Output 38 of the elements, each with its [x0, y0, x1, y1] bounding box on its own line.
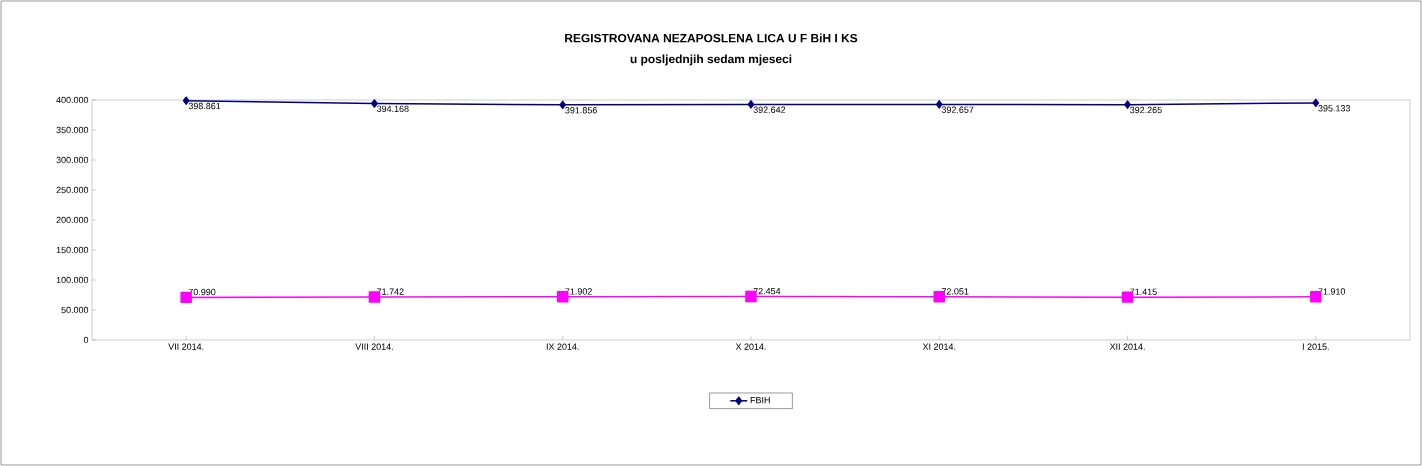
x-tick-label: XI 2014.	[922, 343, 956, 350]
chart-title: REGISTROVANA NEZAPOSLENA LICA U F BiH I KS	[565, 33, 858, 43]
point	[747, 100, 755, 109]
data-label: 392.265	[1130, 106, 1162, 114]
data-label: 72.051	[941, 288, 969, 295]
x-tick-label: I 2015.	[1302, 343, 1329, 350]
data-label: 71.415	[1130, 288, 1157, 295]
y-tick-label: 350.000	[56, 126, 89, 134]
point	[182, 96, 190, 105]
data-label: 398.861	[188, 102, 221, 110]
y-tick-label: 250.000	[56, 186, 89, 194]
x-tick-label: VII 2014.	[168, 343, 204, 350]
data-label: 395.133	[1318, 105, 1350, 112]
data-label: 392.642	[753, 106, 786, 113]
y-tick-label: 0	[83, 336, 89, 344]
y-tick-label: 150.000	[56, 246, 89, 254]
legend-label: FBIH	[750, 396, 770, 404]
y-tick-label: 100.000	[56, 276, 89, 284]
point	[1312, 98, 1320, 108]
y-tick-label: 200.000	[56, 216, 89, 224]
point	[371, 99, 378, 108]
x-tick-label: XII 2014.	[1109, 343, 1145, 350]
data-label: 392.657	[941, 106, 974, 113]
data-label: 71.902	[565, 288, 592, 295]
data-label: 394.168	[376, 105, 409, 113]
point	[1124, 100, 1131, 109]
y-tick-label: 400.000	[56, 96, 89, 104]
point	[935, 100, 943, 109]
data-label: 71.742	[377, 288, 404, 295]
y-tick-label: 50.000	[61, 306, 89, 314]
chart-subtitle: u posljednjih sedam mjeseci	[630, 54, 792, 66]
x-tick-label: X 2014.	[735, 343, 766, 350]
y-tick-label: 300.000	[56, 156, 89, 164]
data-label: 70.990	[188, 288, 216, 296]
point	[559, 100, 567, 110]
data-label: 391.856	[565, 107, 597, 114]
x-tick-label: VIII 2014.	[355, 343, 393, 350]
x-tick-label: IX 2014.	[546, 343, 579, 350]
